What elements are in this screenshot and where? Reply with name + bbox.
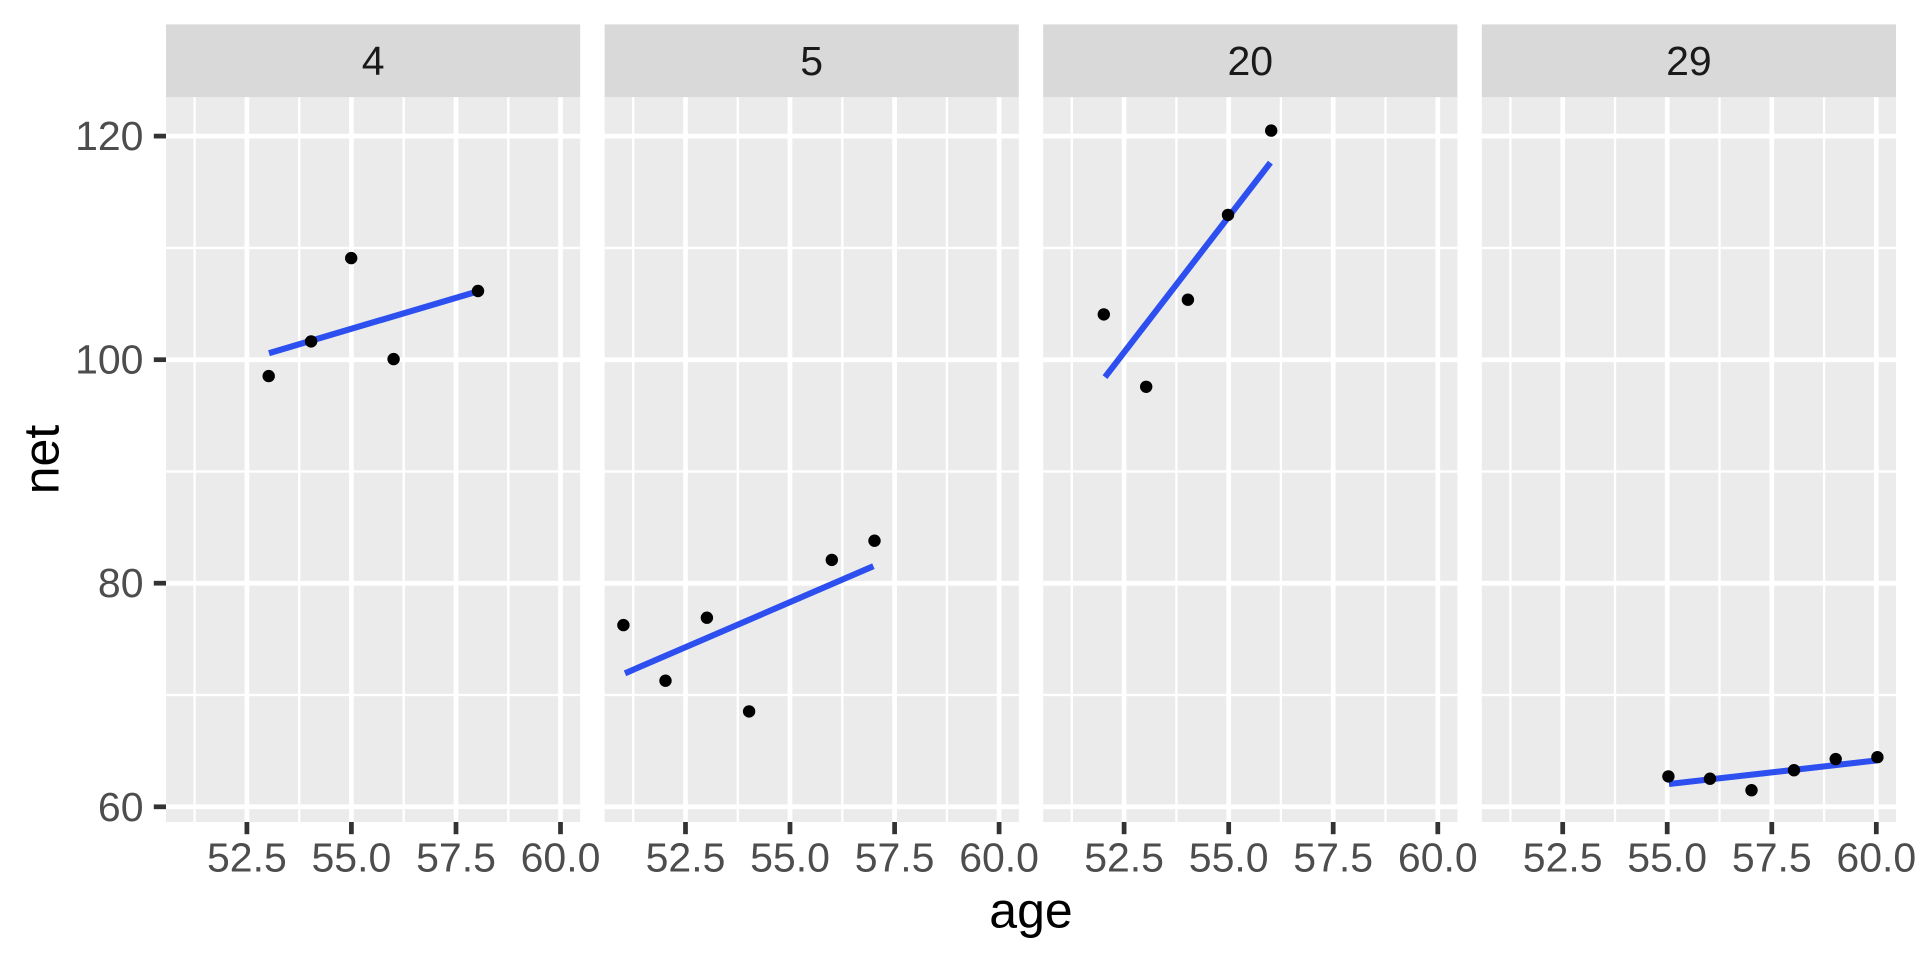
svg-text:100: 100 [75,337,143,383]
svg-text:5: 5 [800,38,823,84]
svg-text:57.5: 57.5 [416,835,496,881]
svg-text:age: age [989,882,1072,938]
svg-text:52.5: 52.5 [1523,835,1603,881]
svg-text:52.5: 52.5 [1084,835,1164,881]
svg-text:57.5: 57.5 [1732,835,1812,881]
svg-text:60.0: 60.0 [1836,835,1916,881]
svg-text:60: 60 [98,784,144,830]
svg-text:80: 80 [98,560,144,606]
svg-text:4: 4 [362,38,385,84]
svg-text:57.5: 57.5 [1293,835,1373,881]
svg-text:57.5: 57.5 [855,835,935,881]
svg-text:55.0: 55.0 [311,835,391,881]
svg-text:60.0: 60.0 [959,835,1039,881]
svg-text:55.0: 55.0 [1189,835,1269,881]
svg-text:60.0: 60.0 [1398,835,1478,881]
svg-text:29: 29 [1666,38,1712,84]
svg-text:60.0: 60.0 [521,835,601,881]
svg-text:52.5: 52.5 [207,835,287,881]
svg-text:55.0: 55.0 [750,835,830,881]
svg-text:55.0: 55.0 [1627,835,1707,881]
svg-text:120: 120 [75,113,143,159]
svg-text:20: 20 [1227,38,1273,84]
svg-text:52.5: 52.5 [646,835,726,881]
svg-text:net: net [14,425,70,495]
